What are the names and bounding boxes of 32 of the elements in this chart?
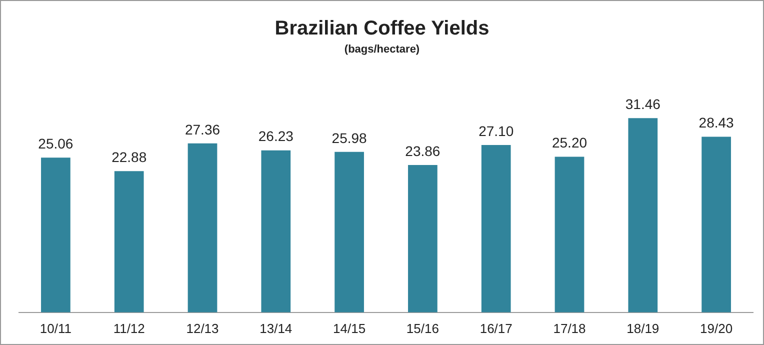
chart-title: Brazilian Coffee Yields [274, 18, 490, 40]
x-tick-label: 16/17 [480, 320, 512, 336]
x-tick-label: 15/16 [406, 320, 439, 336]
bar [41, 158, 70, 312]
x-tick-label: 19/20 [700, 320, 733, 336]
x-tick-label: 12/13 [186, 320, 219, 336]
data-label: 22.88 [112, 148, 147, 165]
x-tick-label: 14/15 [333, 320, 366, 336]
x-tick-label: 10/11 [40, 320, 72, 336]
bar [702, 136, 731, 312]
data-label: 25.98 [332, 130, 368, 146]
data-label: 27.10 [478, 122, 514, 139]
chart-subtitle: (bags/hectare) [344, 44, 420, 56]
bar [628, 118, 658, 312]
bar [481, 145, 511, 312]
data-label: 27.36 [184, 121, 220, 138]
data-label: 28.43 [698, 114, 734, 131]
bar [188, 143, 218, 312]
x-tick-label: 11/12 [113, 320, 145, 336]
bar [334, 152, 364, 312]
bar [261, 150, 291, 312]
bar [554, 156, 584, 312]
data-label: 25.06 [38, 135, 74, 152]
x-tick-label: 13/14 [260, 320, 292, 336]
x-tick-label: 17/18 [553, 320, 586, 336]
data-label: 25.20 [552, 134, 588, 151]
data-label: 26.23 [258, 128, 294, 144]
data-label: 23.86 [405, 142, 440, 159]
x-tick-label: 18/19 [626, 320, 660, 336]
data-label: 31.46 [625, 96, 661, 112]
bar [114, 171, 144, 312]
bar [408, 165, 438, 312]
